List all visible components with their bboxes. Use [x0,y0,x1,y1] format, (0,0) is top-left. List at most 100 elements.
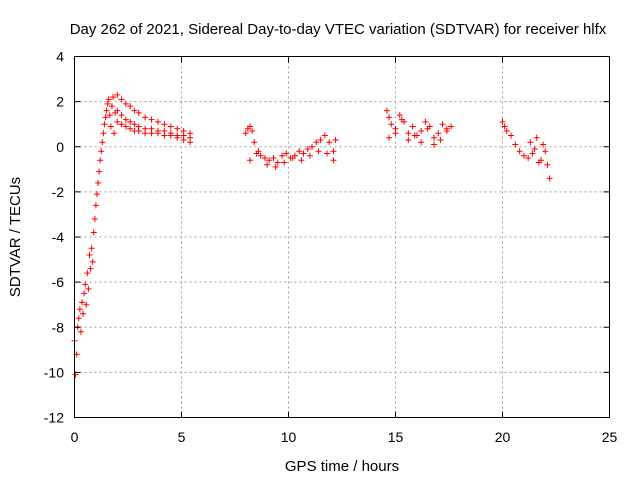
data-point [315,148,322,155]
data-point [110,94,117,101]
data-point [386,134,393,141]
data-point [104,100,111,107]
data-point [77,328,84,335]
data-point [154,118,161,125]
data-point [313,139,320,146]
data-point [520,152,527,159]
data-point [246,157,253,164]
data-point [289,155,296,162]
data-point [251,139,258,146]
data-point [103,107,110,114]
y-axis-label: SDTVAR / TECUs [7,177,24,297]
data-point [86,252,93,259]
data-point [512,141,519,148]
chart-title: Day 262 of 2021, Sidereal Day-to-day VTE… [70,21,607,38]
data-point [108,103,115,110]
y-tick-label: -8 [52,319,65,335]
series-arc-1 [114,91,194,137]
data-point [431,134,438,141]
data-point [508,132,515,139]
data-point [499,118,506,125]
data-point [114,91,121,98]
series-cluster-20-22 [499,118,553,182]
x-axis-label: GPS time / hours [285,458,399,475]
data-point [105,96,112,103]
data-point [96,168,103,175]
data-point [332,136,339,143]
data-point [98,148,105,155]
data-point [388,121,395,128]
data-point [503,127,510,134]
y-tick-label: -2 [52,184,65,200]
data-point [97,157,104,164]
data-point [91,215,98,222]
data-point [107,123,114,130]
data-point [544,161,551,168]
data-point [135,127,142,134]
data-point [448,123,455,130]
x-tick-labels: 0 5 10 15 20 25 [71,429,618,445]
data-point [87,265,94,272]
data-point [531,146,538,153]
data-point [317,136,324,143]
y-tick-label: -6 [52,274,65,290]
data-point [255,148,262,155]
data-point [398,116,405,123]
data-point [431,141,438,148]
data-point [127,103,134,110]
data-point [435,130,442,137]
y-tick-label: 0 [56,139,64,155]
data-point [167,123,174,130]
data-point [114,118,121,125]
data-point [501,123,508,130]
x-tick-label: 5 [178,429,186,445]
data-point [90,229,97,236]
data-point [92,202,99,209]
data-point [81,290,88,297]
data-point [330,157,337,164]
x-tick-label: 20 [495,429,511,445]
data-point [535,159,542,166]
data-point [418,139,425,146]
data-point [135,109,142,116]
data-point [392,130,399,137]
grid-lines [74,56,610,418]
data-point [546,175,553,182]
data-point [386,114,393,121]
data-point [118,121,125,128]
data-point [148,130,155,137]
data-point [76,306,83,313]
data-point [264,161,271,168]
series-rise [71,94,119,378]
data-point [304,146,311,153]
data-point [540,141,547,148]
data-point [122,123,129,130]
series-cluster-8-12 [242,123,339,171]
data-point [437,136,444,143]
data-point [529,150,536,157]
data-point [78,299,85,306]
data-point [443,127,450,134]
data-point [122,116,129,123]
data-point [270,155,277,162]
y-tick-label: 4 [56,49,64,65]
data-point [80,310,87,317]
data-point [272,164,279,171]
data-point [279,152,286,159]
data-points [71,91,553,378]
data-point [242,130,249,137]
data-point [246,123,253,130]
data-point [306,152,313,159]
data-point [396,112,403,119]
y-tick-label: -12 [44,410,64,426]
data-point [411,132,418,139]
data-point [82,281,89,288]
data-point [174,125,181,132]
axis-ticks [74,56,610,418]
data-point [527,139,534,146]
data-point [296,148,303,155]
y-tick-labels: -12 -10 -8 -6 -4 -2 0 2 4 [44,49,64,426]
x-tick-label: 25 [602,429,618,445]
data-point [118,96,125,103]
